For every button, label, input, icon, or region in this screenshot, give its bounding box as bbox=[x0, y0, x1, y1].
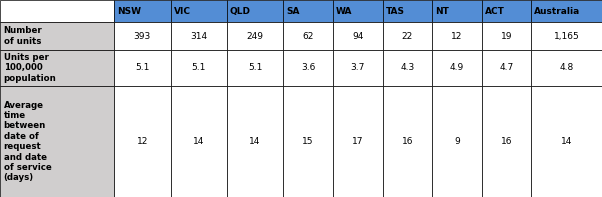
Bar bbox=[333, 22, 382, 50]
Text: VIC: VIC bbox=[173, 7, 191, 16]
Text: 94: 94 bbox=[352, 32, 364, 41]
Bar bbox=[482, 22, 532, 50]
Text: 3.6: 3.6 bbox=[301, 63, 315, 72]
Bar bbox=[0, 50, 114, 86]
Text: 15: 15 bbox=[302, 137, 314, 146]
Text: Number
of units: Number of units bbox=[4, 26, 42, 46]
Text: 17: 17 bbox=[352, 137, 364, 146]
Bar bbox=[532, 86, 602, 197]
Bar bbox=[227, 0, 284, 22]
Text: 5.1: 5.1 bbox=[135, 63, 149, 72]
Bar bbox=[532, 0, 602, 22]
Text: 19: 19 bbox=[501, 32, 512, 41]
Bar bbox=[170, 0, 227, 22]
Text: QLD: QLD bbox=[230, 7, 251, 16]
Bar bbox=[0, 0, 114, 22]
Text: Australia: Australia bbox=[535, 7, 580, 16]
Text: TAS: TAS bbox=[385, 7, 405, 16]
Text: 393: 393 bbox=[134, 32, 151, 41]
Bar bbox=[284, 22, 333, 50]
Bar bbox=[0, 86, 114, 197]
Text: NSW: NSW bbox=[117, 7, 141, 16]
Bar bbox=[482, 50, 532, 86]
Text: 5.1: 5.1 bbox=[191, 63, 206, 72]
Bar bbox=[227, 22, 284, 50]
Text: 22: 22 bbox=[402, 32, 413, 41]
Bar bbox=[170, 50, 227, 86]
Text: 12: 12 bbox=[137, 137, 148, 146]
Bar bbox=[114, 50, 170, 86]
Text: Average
time
between
date of
request
and date
of service
(days): Average time between date of request and… bbox=[4, 100, 51, 182]
Bar bbox=[227, 86, 284, 197]
Bar bbox=[532, 50, 602, 86]
Text: 314: 314 bbox=[190, 32, 207, 41]
Bar bbox=[333, 50, 382, 86]
Bar bbox=[114, 86, 170, 197]
Text: 3.7: 3.7 bbox=[350, 63, 365, 72]
Text: NT: NT bbox=[435, 7, 449, 16]
Bar bbox=[170, 22, 227, 50]
Text: SA: SA bbox=[287, 7, 300, 16]
Bar bbox=[382, 22, 432, 50]
Text: 4.9: 4.9 bbox=[450, 63, 464, 72]
Text: 62: 62 bbox=[302, 32, 314, 41]
Bar bbox=[284, 0, 333, 22]
Bar bbox=[114, 22, 170, 50]
Text: 5.1: 5.1 bbox=[248, 63, 262, 72]
Text: 16: 16 bbox=[402, 137, 413, 146]
Text: 14: 14 bbox=[249, 137, 261, 146]
Text: 12: 12 bbox=[452, 32, 462, 41]
Text: 249: 249 bbox=[247, 32, 264, 41]
Text: 14: 14 bbox=[561, 137, 573, 146]
Bar bbox=[227, 50, 284, 86]
Text: WA: WA bbox=[336, 7, 352, 16]
Text: 16: 16 bbox=[501, 137, 512, 146]
Bar bbox=[333, 0, 382, 22]
Bar bbox=[382, 50, 432, 86]
Bar bbox=[114, 0, 170, 22]
Text: 4.3: 4.3 bbox=[400, 63, 414, 72]
Text: 4.7: 4.7 bbox=[500, 63, 514, 72]
Bar bbox=[382, 86, 432, 197]
Bar bbox=[170, 86, 227, 197]
Bar bbox=[284, 86, 333, 197]
Text: ACT: ACT bbox=[485, 7, 504, 16]
Bar bbox=[482, 86, 532, 197]
Bar bbox=[432, 50, 482, 86]
Text: 4.8: 4.8 bbox=[559, 63, 574, 72]
Bar bbox=[382, 0, 432, 22]
Bar bbox=[532, 22, 602, 50]
Bar bbox=[333, 86, 382, 197]
Text: 1,165: 1,165 bbox=[554, 32, 580, 41]
Bar bbox=[0, 22, 114, 50]
Text: 9: 9 bbox=[454, 137, 460, 146]
Bar bbox=[284, 50, 333, 86]
Text: Units per
100,000
population: Units per 100,000 population bbox=[4, 53, 57, 83]
Bar bbox=[432, 0, 482, 22]
Text: 14: 14 bbox=[193, 137, 205, 146]
Bar bbox=[432, 86, 482, 197]
Bar bbox=[432, 22, 482, 50]
Bar bbox=[482, 0, 532, 22]
